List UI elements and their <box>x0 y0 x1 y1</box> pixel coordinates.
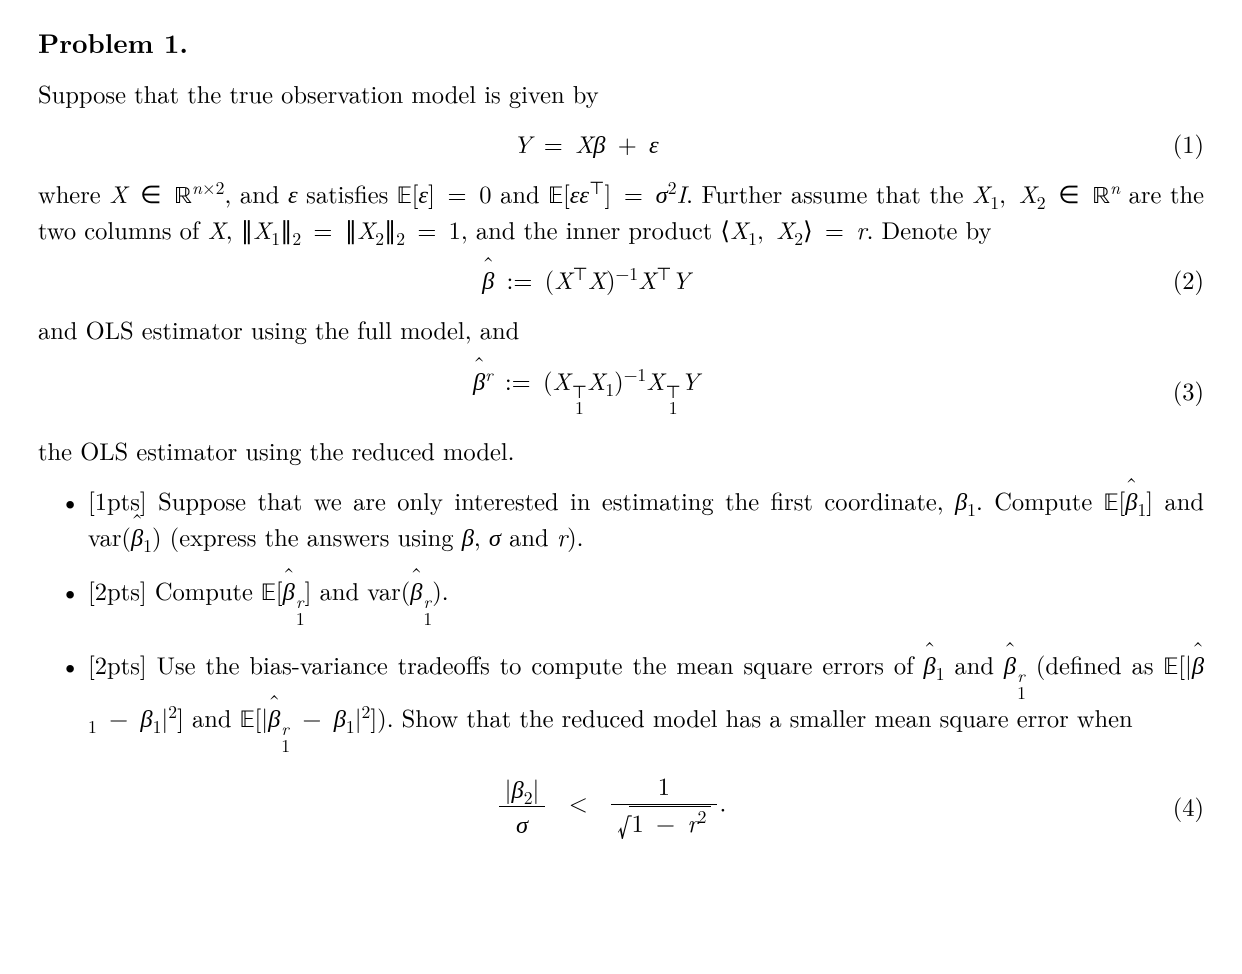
equation-1-body: Y = Xβ + ε <box>38 128 1134 160</box>
list-item: [2pts] Compute 𝔼[βr1] and var(βr1). <box>88 575 1204 627</box>
equation-2-body: β := (X⊤X)−1X⊤Y <box>38 264 1134 296</box>
setup-pre: where <box>38 176 109 211</box>
equation-3-body: βr := (X⊤1X1)−1X⊤1Y <box>38 365 1134 417</box>
list-item: [2pts] Use the bias-variance tradeoffs t… <box>88 649 1204 843</box>
equation-2-number: (2) <box>1134 264 1204 296</box>
equation-4-body: |β2| σ < 1 √ 1 − r2 . <box>88 770 1134 843</box>
equation-4-number: (4) <box>1134 791 1204 823</box>
page: Problem 1. Suppose that the true observa… <box>0 0 1242 974</box>
equation-3: βr := (X⊤1X1)−1X⊤1Y (3) <box>38 365 1204 417</box>
equation-4: |β2| σ < 1 √ 1 − r2 . (4) <box>88 770 1204 843</box>
setup-text: where X ∈ ℝn×2, and ε satisfies 𝔼[ε] = 0… <box>38 178 1204 246</box>
mid-text-2: the OLS estimator using the reduced mode… <box>38 435 1204 467</box>
points-badge: [2pts] <box>88 647 147 682</box>
intro-text: Suppose that the true observation model … <box>38 78 1204 110</box>
mid-text-1: and OLS estimator using the full model, … <box>38 314 1204 346</box>
setup-eps-sat: , and ε satisfies <box>224 176 396 211</box>
bullet-list: [1pts] Suppose that we are only interest… <box>38 485 1204 843</box>
equation-2: β := (X⊤X)−1X⊤Y (2) <box>38 264 1204 296</box>
problem-title: Problem 1. <box>38 24 1204 60</box>
equation-1-number: (1) <box>1134 128 1204 160</box>
points-badge: [2pts] <box>88 573 147 608</box>
equation-1: Y = Xβ + ε (1) <box>38 128 1204 160</box>
setup-and1: and <box>492 176 549 211</box>
list-item: [1pts] Suppose that we are only interest… <box>88 485 1204 553</box>
bullet-text: Suppose that we are only interested in e… <box>147 483 955 518</box>
equation-3-number: (3) <box>1134 375 1204 407</box>
setup-further: . Further assume that the <box>686 176 972 211</box>
